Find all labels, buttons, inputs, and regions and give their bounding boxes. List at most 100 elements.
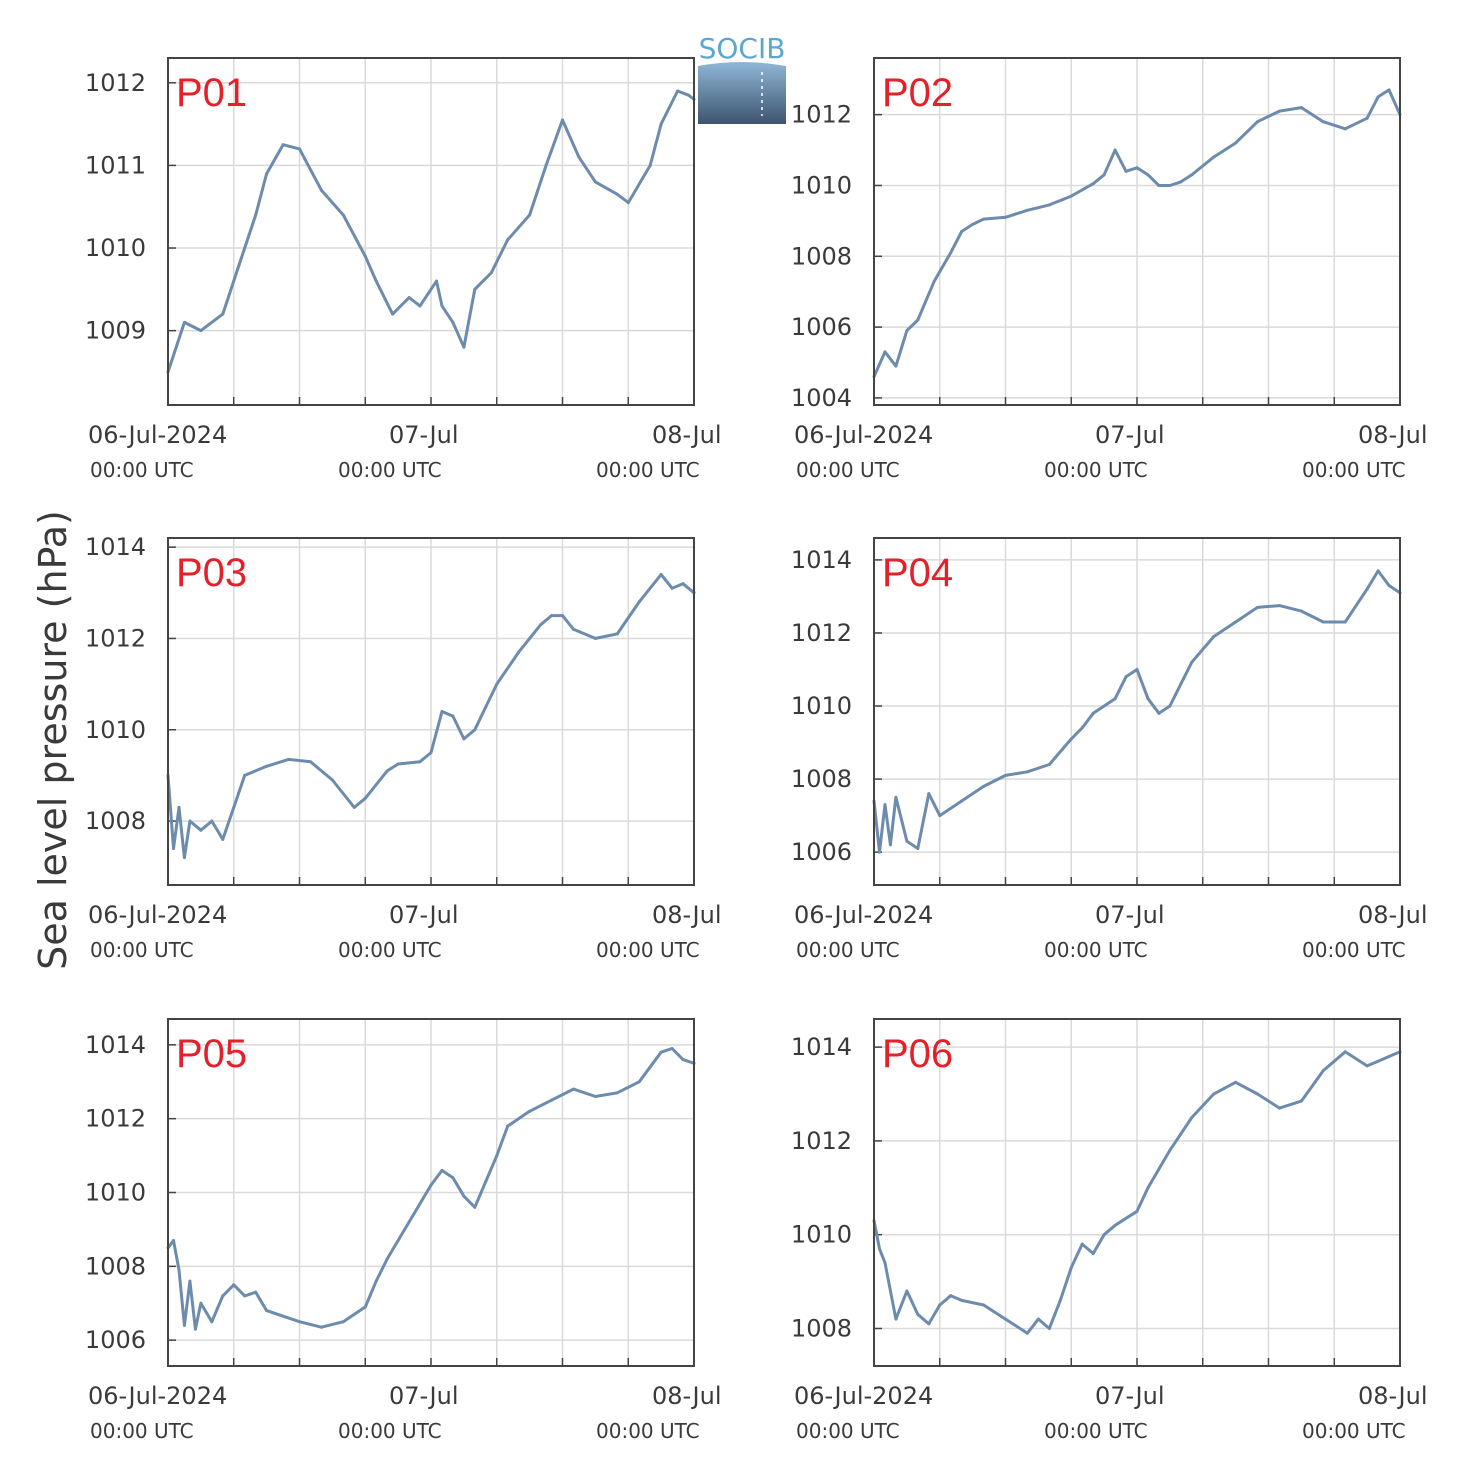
data-point bbox=[1124, 169, 1128, 173]
data-point bbox=[1179, 682, 1183, 686]
plot-frame bbox=[873, 57, 1401, 406]
y-tick-label: 1009 bbox=[85, 317, 146, 345]
data-point bbox=[550, 1098, 554, 1102]
data-point bbox=[265, 1309, 269, 1313]
data-point bbox=[1234, 620, 1238, 624]
data-point bbox=[182, 1323, 186, 1327]
socib-logo: SOCIB bbox=[698, 32, 786, 124]
panel-p01: 1009 1010 1011 1012 P01 06-Jul-2024 00:00 UTC 0… bbox=[85, 57, 722, 482]
data-point bbox=[905, 839, 909, 843]
data-point bbox=[916, 1312, 920, 1316]
data-point bbox=[407, 1220, 411, 1224]
y-tick-label: 1011 bbox=[85, 151, 146, 179]
data-point bbox=[221, 312, 225, 316]
data-point bbox=[1365, 116, 1369, 120]
data-point bbox=[1091, 711, 1095, 715]
data-point bbox=[473, 1205, 477, 1209]
data-point bbox=[949, 1294, 953, 1298]
data-point bbox=[1179, 180, 1183, 184]
panel-p03: 1008 1010 1012 1014 P03 06-Jul-2024 00:00 UTC 0… bbox=[85, 533, 722, 962]
data-point bbox=[451, 1176, 455, 1180]
data-point bbox=[927, 1322, 931, 1326]
data-point bbox=[1234, 141, 1238, 145]
x-tick-label: 07-Jul bbox=[1095, 1382, 1165, 1410]
logo-wave bbox=[698, 62, 786, 124]
y-tick-label: 1006 bbox=[791, 838, 852, 866]
y-tick-label: 1008 bbox=[791, 242, 852, 270]
data-point bbox=[473, 728, 477, 732]
data-point bbox=[418, 760, 422, 764]
data-point bbox=[894, 1317, 898, 1321]
y-tick-label: 1012 bbox=[791, 101, 852, 129]
data-point bbox=[391, 312, 395, 316]
x-tick-label: 06-Jul-2024 bbox=[88, 421, 227, 449]
y-tick-label: 1014 bbox=[85, 533, 146, 561]
series-line bbox=[872, 1050, 1401, 1335]
data-point bbox=[1277, 1106, 1281, 1110]
data-point bbox=[1277, 109, 1281, 113]
data-point bbox=[363, 796, 367, 800]
data-point bbox=[1113, 148, 1117, 152]
data-point bbox=[687, 93, 691, 97]
panel-p02: 1004 1006 1008 1010 1012 P02 06-Jul-2024 00:00 … bbox=[791, 57, 1428, 482]
x-tick-label: 06-Jul-2024 bbox=[794, 1382, 933, 1410]
data-point bbox=[363, 1305, 367, 1309]
data-point bbox=[1069, 737, 1073, 741]
panel-label: P01 bbox=[176, 71, 247, 115]
data-point bbox=[1146, 1186, 1150, 1190]
y-tick-label: 1010 bbox=[791, 692, 852, 720]
data-point bbox=[1102, 173, 1106, 177]
y-tick-label: 1004 bbox=[791, 384, 852, 412]
data-point bbox=[1321, 1069, 1325, 1073]
data-point bbox=[1025, 1331, 1029, 1335]
y-tick-label: 1010 bbox=[791, 1221, 852, 1249]
data-point bbox=[1277, 604, 1281, 608]
data-point bbox=[670, 586, 674, 590]
x-tick-sublabel: 00:00 UTC bbox=[90, 1419, 194, 1443]
data-point bbox=[1299, 609, 1303, 613]
x-tick-sublabel: 00:00 UTC bbox=[596, 1419, 700, 1443]
data-point bbox=[298, 1320, 301, 1324]
data-point bbox=[1047, 762, 1051, 766]
data-point bbox=[877, 1247, 881, 1251]
data-point bbox=[960, 1298, 964, 1302]
plot-frame bbox=[167, 537, 695, 886]
data-point bbox=[1321, 120, 1325, 124]
data-point bbox=[659, 122, 663, 126]
data-point bbox=[894, 364, 898, 368]
data-point bbox=[615, 192, 619, 196]
data-point bbox=[1102, 1233, 1106, 1237]
data-point bbox=[1135, 667, 1139, 671]
data-point bbox=[528, 1109, 532, 1113]
data-point bbox=[1212, 1092, 1216, 1096]
x-tick-label: 07-Jul bbox=[389, 901, 459, 929]
x-tick-sublabel: 00:00 UTC bbox=[796, 1419, 900, 1443]
data-point bbox=[659, 1050, 663, 1054]
x-tick-label: 07-Jul bbox=[389, 1382, 459, 1410]
data-point bbox=[883, 1261, 887, 1265]
x-tick-label: 08-Jul bbox=[652, 1382, 722, 1410]
data-point bbox=[1343, 620, 1347, 624]
data-point bbox=[1365, 1064, 1369, 1068]
data-point bbox=[418, 304, 422, 308]
panel-p05: 1006 1008 1010 1012 1014 P05 06-Jul-2024 00:00 … bbox=[85, 1018, 722, 1443]
data-point bbox=[462, 345, 466, 349]
data-point bbox=[451, 714, 455, 718]
data-point bbox=[440, 304, 444, 308]
x-tick-label: 08-Jul bbox=[1358, 1382, 1428, 1410]
x-tick-sublabel: 00:00 UTC bbox=[796, 458, 900, 482]
y-tick-label: 1008 bbox=[85, 807, 146, 835]
x-tick-sublabel: 00:00 UTC bbox=[90, 458, 194, 482]
x-tick-sublabel: 00:00 UTC bbox=[1302, 1419, 1406, 1443]
data-point bbox=[506, 1124, 510, 1128]
data-point bbox=[517, 650, 521, 654]
y-tick-label: 1012 bbox=[85, 69, 146, 97]
data-point bbox=[210, 819, 214, 823]
data-point bbox=[676, 89, 680, 93]
data-point bbox=[473, 287, 477, 291]
plot-frame bbox=[167, 57, 695, 406]
data-point bbox=[434, 279, 438, 283]
data-point bbox=[1212, 635, 1216, 639]
data-point bbox=[221, 1294, 225, 1298]
